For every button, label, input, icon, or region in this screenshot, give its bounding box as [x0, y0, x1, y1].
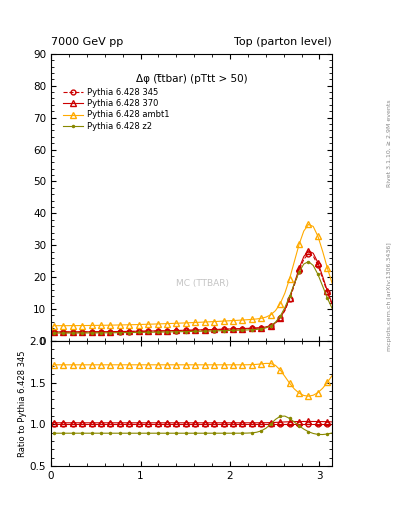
Line: Pythia 6.428 ambt1: Pythia 6.428 ambt1	[51, 222, 335, 329]
Pythia 6.428 345	[146, 328, 151, 334]
Line: Pythia 6.428 345: Pythia 6.428 345	[51, 251, 334, 334]
Pythia 6.428 345	[306, 251, 311, 257]
Pythia 6.428 345	[99, 329, 103, 335]
Pythia 6.428 370	[330, 301, 334, 307]
Pythia 6.428 345	[226, 326, 231, 332]
Text: Top (parton level): Top (parton level)	[234, 36, 332, 47]
Pythia 6.428 ambt1	[122, 322, 127, 328]
Pythia 6.428 370	[226, 326, 231, 332]
Pythia 6.428 ambt1	[99, 322, 103, 328]
Pythia 6.428 ambt1	[226, 318, 231, 324]
Pythia 6.428 ambt1	[330, 280, 334, 286]
Y-axis label: Ratio to Pythia 6.428 345: Ratio to Pythia 6.428 345	[18, 350, 27, 457]
Line: Pythia 6.428 370: Pythia 6.428 370	[51, 248, 335, 335]
Pythia 6.428 z2	[141, 329, 146, 335]
Pythia 6.428 345	[51, 329, 56, 335]
Text: 7000 GeV pp: 7000 GeV pp	[51, 36, 123, 47]
Pythia 6.428 ambt1	[141, 322, 146, 328]
Text: Rivet 3.1.10, ≥ 2.9M events: Rivet 3.1.10, ≥ 2.9M events	[387, 99, 392, 187]
Pythia 6.428 z2	[330, 305, 334, 311]
Pythia 6.428 z2	[132, 329, 136, 335]
Pythia 6.428 370	[141, 328, 146, 334]
Pythia 6.428 370	[306, 248, 311, 254]
Pythia 6.428 z2	[226, 328, 231, 334]
Text: Δφ (t̅tbar) (pTtt > 50): Δφ (t̅tbar) (pTtt > 50)	[136, 74, 248, 84]
Pythia 6.428 370	[122, 328, 127, 334]
Pythia 6.428 z2	[146, 329, 151, 335]
Pythia 6.428 345	[330, 302, 334, 308]
Line: Pythia 6.428 z2: Pythia 6.428 z2	[52, 260, 334, 335]
Pythia 6.428 345	[122, 329, 127, 335]
Pythia 6.428 345	[141, 328, 146, 334]
Pythia 6.428 370	[132, 328, 136, 334]
Pythia 6.428 ambt1	[132, 322, 136, 328]
Pythia 6.428 ambt1	[51, 323, 56, 329]
Pythia 6.428 ambt1	[146, 321, 151, 327]
Legend: Pythia 6.428 345, Pythia 6.428 370, Pythia 6.428 ambt1, Pythia 6.428 z2: Pythia 6.428 345, Pythia 6.428 370, Pyth…	[61, 87, 171, 132]
Text: mcplots.cern.ch [arXiv:1306.3436]: mcplots.cern.ch [arXiv:1306.3436]	[387, 243, 392, 351]
Pythia 6.428 370	[146, 328, 151, 334]
Pythia 6.428 345	[132, 328, 136, 334]
Pythia 6.428 ambt1	[306, 221, 311, 227]
Pythia 6.428 370	[99, 329, 103, 335]
Pythia 6.428 z2	[122, 330, 127, 336]
Pythia 6.428 z2	[51, 330, 56, 336]
Text: MC (TTBAR): MC (TTBAR)	[176, 279, 230, 288]
Pythia 6.428 z2	[99, 330, 103, 336]
Pythia 6.428 370	[51, 329, 56, 335]
Pythia 6.428 z2	[306, 259, 311, 265]
